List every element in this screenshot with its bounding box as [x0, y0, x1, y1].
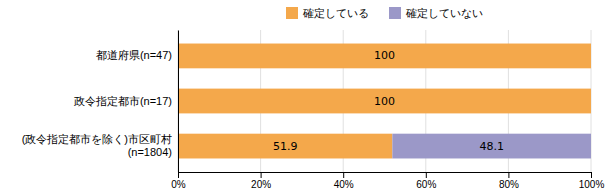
tick: 40% — [334, 172, 354, 190]
legend: 確定している 確定していない — [286, 7, 483, 20]
data-label: 100 — [374, 95, 395, 108]
legend-item: 確定している — [286, 7, 369, 20]
data-label: 51.9 — [273, 140, 298, 153]
series — [178, 44, 591, 159]
plot: 100 100 51.9 48.1 0% 20% 40% 60% 80% 100% 都道府県(n=4… — [22, 30, 605, 190]
legend-swatch — [286, 7, 298, 19]
tick: 政令指定都市(n=17) — [74, 95, 172, 107]
y-axis: 都道府県(n=47) 政令指定都市(n=17) (政令指定都市を除く)市区町村(n=… — [22, 31, 179, 173]
tick: 60% — [416, 172, 436, 190]
legend-swatch — [389, 7, 401, 19]
tick-mark — [426, 172, 427, 178]
tick-label: 100% — [579, 179, 605, 190]
tick: 80% — [499, 172, 519, 190]
series — [392, 134, 591, 159]
axis-line — [179, 173, 592, 179]
tick-label-line: (政令指定都市を除く)市区町村 — [22, 133, 172, 145]
tick: 100% — [579, 172, 605, 190]
legend-label: 確定している — [302, 7, 369, 20]
tick-mark — [591, 172, 592, 178]
tick: 都道府県(n=47) — [96, 49, 172, 61]
data-labels: 100 100 51.9 48.1 — [273, 49, 504, 152]
bars — [178, 44, 591, 159]
tick-label: 20% — [251, 179, 271, 190]
data-label: 48.1 — [479, 140, 504, 153]
tick-mark — [508, 172, 509, 178]
bar — [591, 89, 592, 114]
grid — [178, 30, 591, 172]
tick-label: 80% — [499, 179, 519, 190]
axis-line — [178, 31, 179, 173]
tick-label: 40% — [334, 179, 354, 190]
tick-mark — [178, 172, 179, 178]
tick: 0% — [171, 172, 186, 190]
bar — [392, 134, 591, 159]
x-axis: 0% 20% 40% 60% 80% 100% — [171, 172, 604, 190]
legend-item: 確定していない — [389, 7, 483, 20]
tick-mark — [343, 172, 344, 178]
tick-label: 政令指定都市(n=17) — [74, 95, 172, 107]
bar — [178, 44, 591, 69]
bar — [178, 134, 392, 159]
tick: 20% — [251, 172, 271, 190]
chart: 100 100 51.9 48.1 0% 20% 40% 60% 80% 100% 都道府県(n=4… — [0, 0, 607, 194]
data-label: 100 — [374, 49, 395, 62]
tick-mark — [261, 172, 262, 178]
tick-label: 0% — [171, 179, 186, 190]
tick-label-line: (n=1804) — [128, 146, 172, 158]
legend-label: 確定していない — [405, 7, 483, 20]
tick-label: 都道府県(n=47) — [96, 49, 172, 61]
bar — [178, 89, 591, 114]
tick-label: (政令指定都市を除く)市区町村(n=1804) — [22, 133, 172, 158]
tick: (政令指定都市を除く)市区町村(n=1804) — [22, 133, 172, 158]
bar — [591, 44, 592, 69]
tick-label: 60% — [416, 179, 436, 190]
grid-line — [178, 30, 179, 172]
